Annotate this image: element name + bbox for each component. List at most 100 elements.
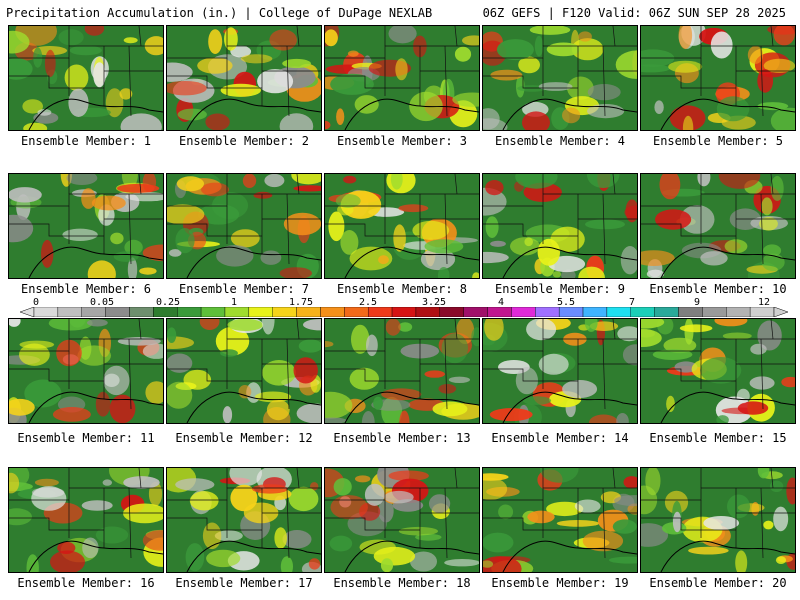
precip-contour [652,349,693,360]
state-border [454,468,458,489]
precip-contour [185,543,205,572]
state-border [296,319,300,340]
precip-contour [91,195,126,211]
precip-contour [340,230,359,255]
precip-contour [19,343,50,366]
state-border [296,174,300,195]
colorbar-swatch [248,307,273,317]
precip-contour [103,373,120,387]
state-border [612,174,616,195]
ensemble-map-panel [8,25,164,131]
precip-contour [303,319,321,331]
precip-contour [654,100,664,114]
precip-contour [562,107,581,124]
precip-contour [198,204,240,225]
colorbar-min-arrow [20,307,35,317]
precip-contour [34,478,59,487]
precip-contour [483,556,522,572]
precip-contour [37,109,52,116]
precip-contour [127,257,138,278]
precip-contour [167,353,193,373]
precip-contour [288,486,319,512]
ensemble-member-label: Ensemble Member: 16 [17,576,155,590]
colorbar-swatch [415,307,441,317]
ensemble-map-panel [8,318,164,424]
precip-contour [534,35,544,57]
colorbar-swatches [20,307,788,317]
precip-contour [546,42,581,57]
precip-contour [737,401,769,415]
precip-contour [167,381,193,409]
colorbar-swatch [463,307,488,317]
coastline [28,98,163,130]
ensemble-map-panel [482,318,638,424]
precip-contour [308,558,321,570]
precip-contour [429,494,451,513]
precip-contour [454,46,472,62]
precip-contour [123,503,163,524]
precip-contour [123,476,160,489]
precip-map [325,26,479,130]
precip-contour [527,510,555,524]
state-border [641,75,736,89]
precip-contour [176,176,204,192]
precip-map [483,26,637,130]
ensemble-member-label: Ensemble Member: 20 [649,576,787,590]
precip-contour [189,491,219,511]
precip-contour [69,45,102,56]
precip-contour [215,326,250,356]
ensemble-member-label: Ensemble Member: 12 [175,431,313,445]
precip-contour [335,194,361,208]
precip-map [167,468,321,572]
precip-contour [82,537,99,559]
precip-contour [537,238,560,266]
precip-contour [540,468,579,483]
precip-contour [264,174,285,188]
precip-map [325,319,479,423]
state-border [641,223,736,237]
precip-contour [666,395,675,412]
precip-contour [518,56,540,74]
colorbar-swatch [678,307,703,317]
colorbar-swatch [511,307,536,317]
colorbar-tick-label: 7 [628,297,636,308]
precip-contour [588,414,619,423]
coastline [28,246,163,278]
colorbar-tick-label: 12 [757,297,771,308]
precip-contour [761,197,773,216]
precip-contour [279,267,312,278]
coastline [28,540,163,572]
precip-contour [279,113,314,130]
precip-contour [381,388,422,401]
precip-contour [484,319,504,341]
precip-contour [69,319,86,328]
state-border [128,45,132,117]
precip-contour [227,319,264,331]
state-border [612,26,616,47]
precip-contour [9,472,20,494]
colorbar-tick-label: 0 [32,297,40,308]
precip-contour [68,88,89,117]
colorbar-tick-label: 0.25 [155,297,181,308]
precip-contour [243,502,279,524]
state-border [9,45,163,59]
colorbar-swatch [654,307,679,317]
colorbar-swatch [272,307,297,317]
colorbar-swatch [200,307,226,317]
ensemble-member-label: Ensemble Member: 17 [175,576,313,590]
precip-contour [116,183,160,193]
coastline [502,540,637,572]
precip-map [641,174,795,278]
precip-map [483,319,637,423]
precip-contour [747,45,764,64]
colorbar-swatch [749,307,775,317]
ensemble-member-label: Ensemble Member: 15 [649,431,787,445]
coastline [28,391,163,423]
precip-contour [105,88,124,118]
state-border [138,26,142,47]
state-border [760,487,764,559]
colorbar-max-arrow [773,307,788,317]
ensemble-map-panel [482,25,638,131]
precip-contour [167,81,207,96]
colorbar-tick-label: 0.05 [89,297,115,308]
